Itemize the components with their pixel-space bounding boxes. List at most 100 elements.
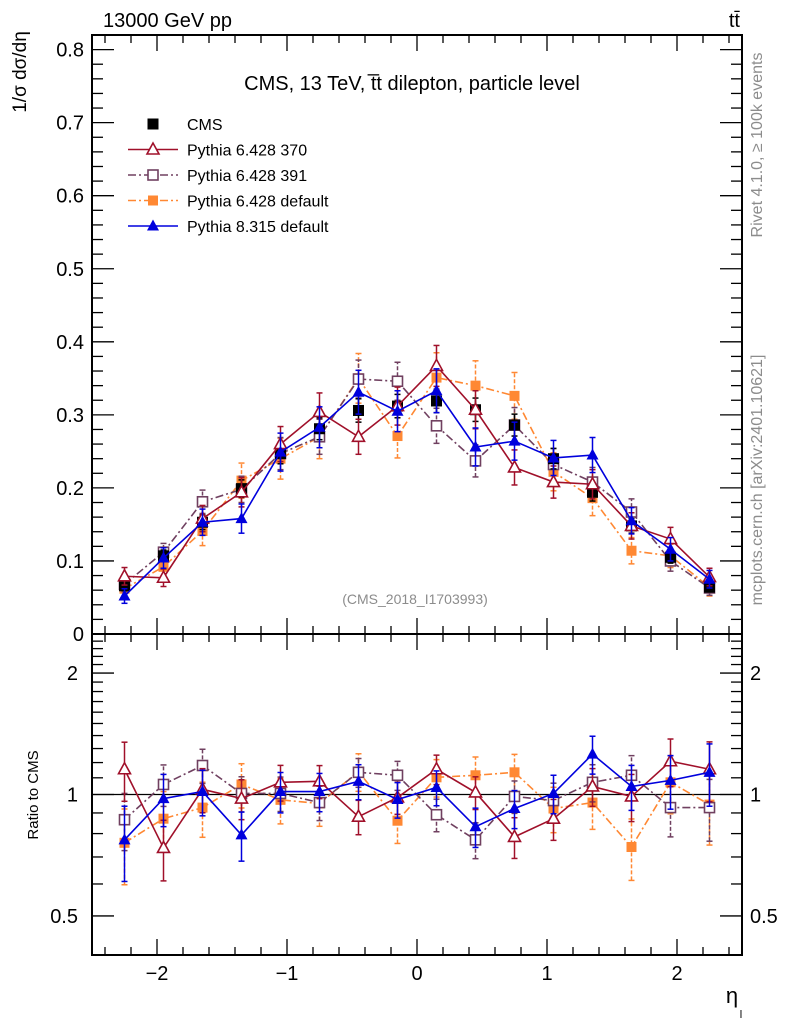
rivet-label-group: Rivet 4.1.0, ≥ 100k events [749,53,766,238]
ratio-point [392,815,403,826]
ratio-series-line [124,770,710,849]
legend-label: CMS [187,117,223,134]
legend-marker-icon [148,195,158,206]
data-point [118,589,131,601]
legend-item: Pythia 8.315 default [128,219,329,236]
ratio-point [508,802,521,814]
ratio-point [507,828,522,843]
data-point [664,542,677,554]
legend-item: Pythia 6.428 391 [128,168,307,185]
legend-marker-icon [145,141,161,155]
ratio-point [156,839,171,854]
data-point [235,512,248,524]
legend-marker-icon [147,219,159,231]
ratio-point [235,828,248,840]
data-point [234,484,249,498]
y-tick-label-ratio-right: 2 [750,663,761,685]
ratio-series-line [123,764,710,841]
ratio-point [585,778,600,792]
data-point [274,445,287,457]
source-label: mcplots.cern.ch [arXiv:2401.10621] [749,355,766,606]
y-tick-label-ratio: 1 [67,785,78,807]
ratio-series [117,735,717,886]
y-tick-label-ratio-right: 0.5 [750,906,778,928]
data-point [391,404,404,416]
data-point [392,431,403,442]
x-axis: −2 −1 0 1 2 [104,35,730,985]
ratio-point [470,770,481,781]
legend-item: Pythia 6.428 370 [128,141,307,160]
ratio-point [703,765,716,777]
ratio-point [469,820,482,832]
ratio-point [274,785,287,797]
ratio-point [625,779,638,791]
data-point [507,459,522,473]
data-point [469,440,482,452]
ratio-point [117,761,132,775]
data-point [430,384,443,396]
ratio-point [509,767,520,778]
ratio-point [626,842,637,853]
ratio-series-pythia-8-315-default [118,735,716,883]
ratio-point [196,785,209,797]
ratio-point [546,810,561,824]
x-tick-label: −1 [276,963,299,985]
series-cms [119,388,715,593]
ratio-point [391,792,404,804]
ratio-series-line [123,753,710,841]
y-tick-label-main: 0.1 [56,551,84,573]
data-point [468,401,483,416]
process-label: tt̄ [729,10,741,32]
series-line [123,389,710,597]
ratio-point [234,790,249,804]
legend-label: Pythia 8.315 default [187,219,329,236]
y-axis-label: 1/σ dσ/dη [10,31,31,113]
ratio-point [468,784,483,798]
ratio-ylabel: Ratio to CMS [25,750,42,839]
ratio-series-pythia-6-428-391 [118,748,716,860]
data-point [546,473,561,488]
legend-item: Pythia 6.428 default [128,194,329,211]
ratio-point [430,808,443,821]
data-point [117,568,132,582]
y-tick-label-main: 0.3 [56,405,84,427]
y-tick-label-main: 0.8 [56,40,84,62]
legend-item: CMS [147,117,223,134]
legend: CMS Pythia 6.428 370 Pythia 6.428 391 Pythi… [128,117,329,236]
y-tick-label-main: 0.5 [56,259,84,281]
data-point [470,380,481,391]
data-point [509,390,520,401]
legend-label: Pythia 6.428 default [187,194,329,211]
data-point [156,569,171,584]
source-label-group: mcplots.cern.ch [arXiv:2401.10621] [749,355,766,606]
ratio-point [351,808,366,822]
x-axis-label: η [726,983,738,1008]
legend-label: Pythia 6.428 370 [187,143,307,160]
ratio-ylabel-group: Ratio to CMS [25,750,42,839]
series-line [124,376,711,590]
ratio-point [352,774,365,786]
rivet-label: Rivet 4.1.0, ≥ 100k events [749,53,766,238]
x-tick-label: 1 [541,963,552,985]
data-point [391,375,404,388]
y-tick-label-main: 0 [73,624,84,646]
chart-title: CMS, 13 TeV, t̅t dilepton, particle leve… [244,73,580,95]
ratio-series-line [123,760,710,850]
ratio-series-pythia-6-428-default [119,753,715,886]
data-point [508,434,521,446]
data-point [585,476,600,490]
series-line [124,364,711,579]
y-tick-label-main: 0.4 [56,332,84,354]
data-point [586,448,599,460]
data-point [196,515,209,527]
ratio-point [313,785,326,797]
data-point [626,545,637,556]
legend-marker-icon [147,118,159,130]
data-point [313,420,326,432]
legend-label: Pythia 6.428 391 [187,168,307,185]
ratio-point [118,833,131,845]
data-point [703,572,716,584]
analysis-tag: (CMS_2018_I1703993) [342,591,488,607]
data-point [352,385,365,397]
